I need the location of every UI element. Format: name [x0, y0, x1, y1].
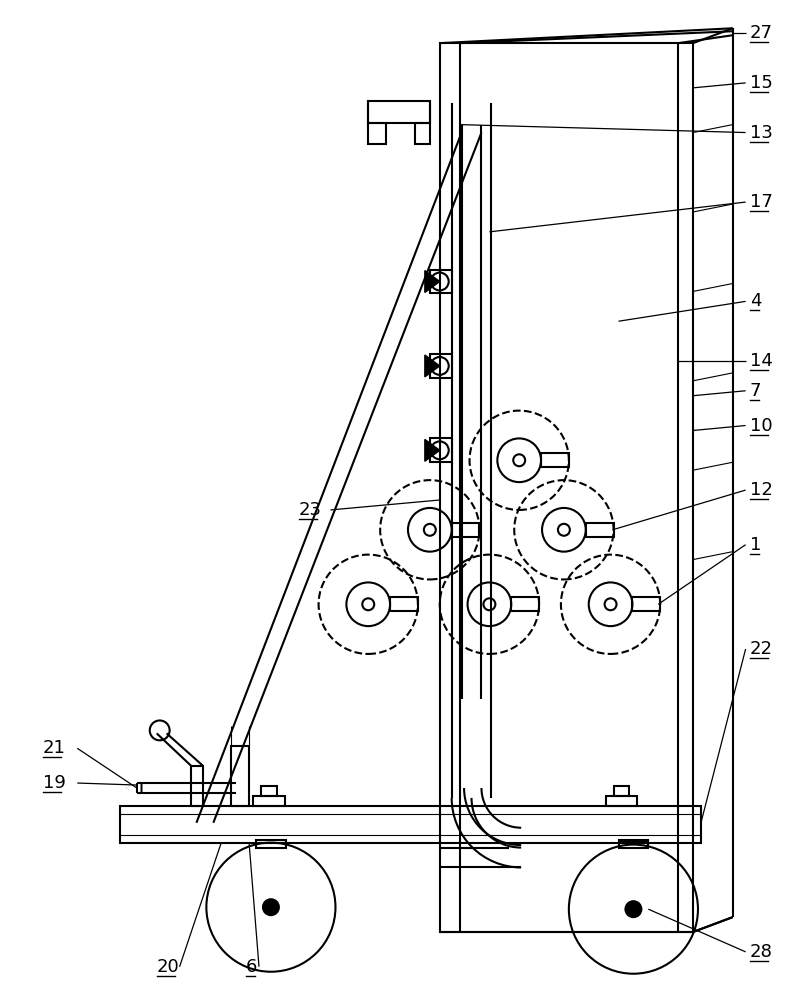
Text: 28: 28: [750, 943, 772, 961]
Bar: [633, 597, 660, 611]
Text: 17: 17: [750, 193, 772, 211]
Text: 13: 13: [750, 124, 772, 142]
Text: 7: 7: [750, 382, 761, 400]
Bar: [261, 786, 277, 796]
Text: 14: 14: [750, 352, 772, 370]
Bar: [191, 766, 204, 806]
Bar: [618, 841, 648, 843]
Bar: [541, 453, 569, 467]
Bar: [586, 523, 613, 537]
Bar: [613, 786, 629, 796]
Bar: [606, 796, 638, 806]
Text: 19: 19: [43, 774, 65, 792]
Bar: [440, 43, 693, 932]
Text: 20: 20: [157, 958, 179, 976]
Bar: [452, 523, 479, 537]
Text: 21: 21: [43, 739, 65, 757]
Bar: [368, 101, 430, 123]
Bar: [415, 123, 430, 144]
Bar: [430, 438, 452, 462]
Bar: [430, 270, 452, 293]
Polygon shape: [127, 782, 140, 794]
Bar: [368, 123, 386, 144]
Bar: [618, 840, 648, 848]
Bar: [256, 840, 286, 848]
Text: 4: 4: [750, 292, 761, 310]
Bar: [430, 354, 452, 378]
Text: 23: 23: [299, 501, 322, 519]
Text: 1: 1: [750, 536, 761, 554]
Text: 6: 6: [246, 958, 258, 976]
Polygon shape: [425, 439, 440, 461]
Text: 10: 10: [750, 417, 772, 435]
Bar: [253, 796, 285, 806]
Polygon shape: [127, 783, 142, 793]
Text: 15: 15: [750, 74, 772, 92]
Bar: [390, 597, 418, 611]
Bar: [511, 597, 539, 611]
Circle shape: [263, 899, 279, 915]
Polygon shape: [425, 271, 440, 292]
Circle shape: [625, 901, 642, 917]
Bar: [231, 746, 249, 806]
Polygon shape: [425, 355, 440, 377]
Text: 22: 22: [750, 640, 772, 658]
Text: 12: 12: [750, 481, 772, 499]
Bar: [120, 806, 701, 843]
Text: 27: 27: [750, 24, 772, 42]
